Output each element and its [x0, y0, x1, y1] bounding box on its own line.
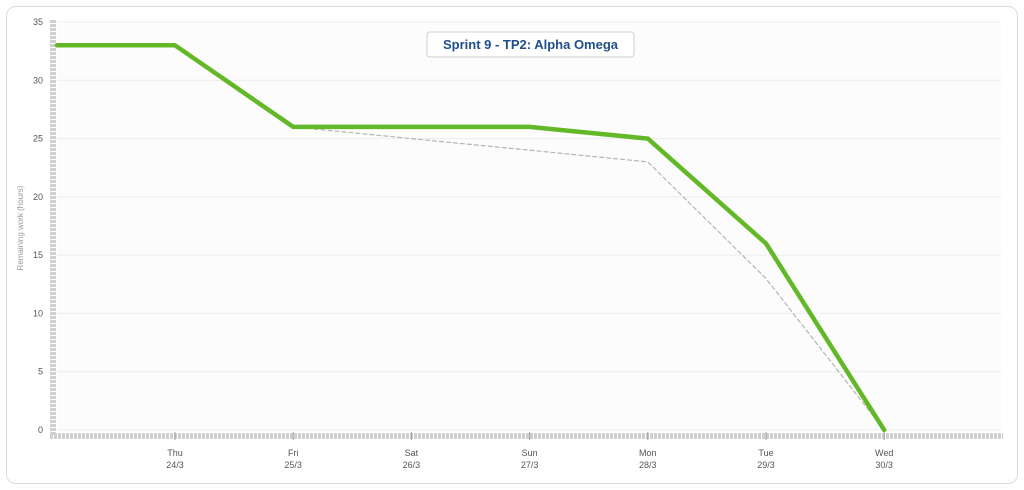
- x-tick-day: Fri: [288, 448, 299, 458]
- x-tick-date: 24/3: [166, 460, 184, 470]
- chart-title-text: Sprint 9 - TP2: Alpha Omega: [443, 37, 619, 52]
- y-tick-label: 20: [33, 192, 43, 202]
- x-tick-date: 27/3: [521, 460, 539, 470]
- ideal-burndown-line: [292, 126, 885, 431]
- x-tick-date: 30/3: [875, 460, 893, 470]
- y-tick-label: 25: [33, 134, 43, 144]
- x-tick-day: Mon: [639, 448, 657, 458]
- x-tick-day: Thu: [167, 448, 183, 458]
- chart-title: Sprint 9 - TP2: Alpha Omega: [426, 31, 635, 58]
- y-axis-label: Remaining work (hours): [16, 185, 25, 270]
- y-tick-label: 0: [38, 425, 43, 435]
- y-tick-label: 5: [38, 367, 43, 377]
- actual-burndown-line: [54, 43, 887, 433]
- x-tick-day: Sun: [522, 448, 538, 458]
- plot-area: [57, 22, 1001, 430]
- x-tick-day: Sat: [405, 448, 419, 458]
- y-tick-label: 35: [33, 17, 43, 27]
- y-tick-label: 15: [33, 250, 43, 260]
- x-tick-date: 25/3: [284, 460, 302, 470]
- x-tick-date: 29/3: [757, 460, 775, 470]
- x-tick-date: 26/3: [403, 460, 421, 470]
- y-tick-label: 10: [33, 308, 43, 318]
- x-tick-day: Wed: [875, 448, 893, 458]
- y-tick-label: 30: [33, 75, 43, 85]
- x-tick-day: Tue: [758, 448, 773, 458]
- x-tick-date: 28/3: [639, 460, 657, 470]
